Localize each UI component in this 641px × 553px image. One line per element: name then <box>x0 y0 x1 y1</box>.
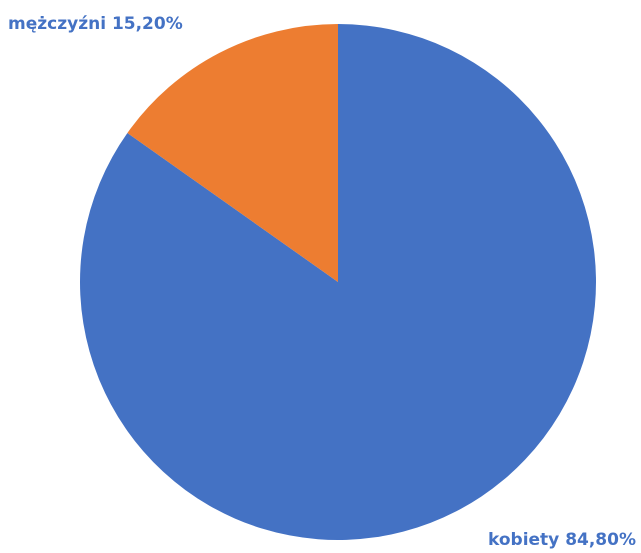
pie <box>80 24 597 540</box>
value-label: 84,80% <box>565 530 636 550</box>
data-label: mężczyźni 15,20% <box>8 14 183 34</box>
category-label: mężczyźni <box>8 14 106 34</box>
data-label: kobiety 84,80% <box>488 530 636 550</box>
category-label: kobiety <box>488 530 559 550</box>
pie-slice <box>127 24 338 282</box>
pie-slice <box>80 24 597 540</box>
value-label: 15,20% <box>112 14 183 34</box>
